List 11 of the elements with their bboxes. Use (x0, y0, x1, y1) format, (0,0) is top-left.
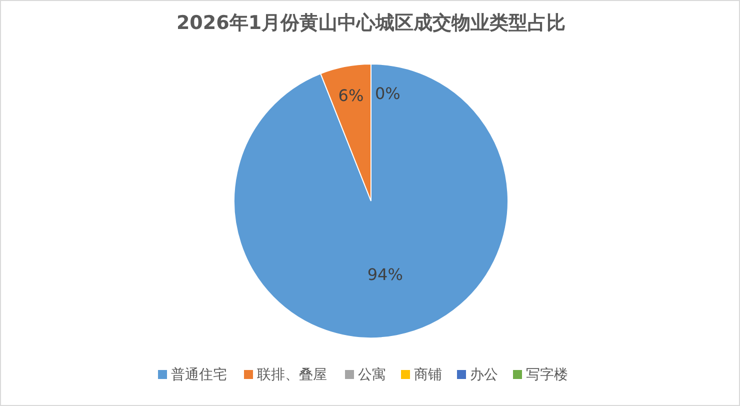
text: 0% (375, 84, 400, 104)
legend-label: 写字楼 (526, 367, 568, 383)
chart-title: 2026年1月份黄山中心城区成交物业类型占比 (176, 12, 566, 34)
pie-slice (234, 64, 508, 338)
legend-label: 办公 (470, 367, 498, 383)
legend-label: 联排、叠屋 (257, 367, 327, 383)
legend-label: 公寓 (358, 367, 386, 383)
legend-label: 普通住宅 (171, 366, 227, 383)
data-label: 6% (338, 86, 364, 106)
legend-label: 商铺 (414, 367, 442, 383)
data-label: 94% (367, 265, 403, 284)
